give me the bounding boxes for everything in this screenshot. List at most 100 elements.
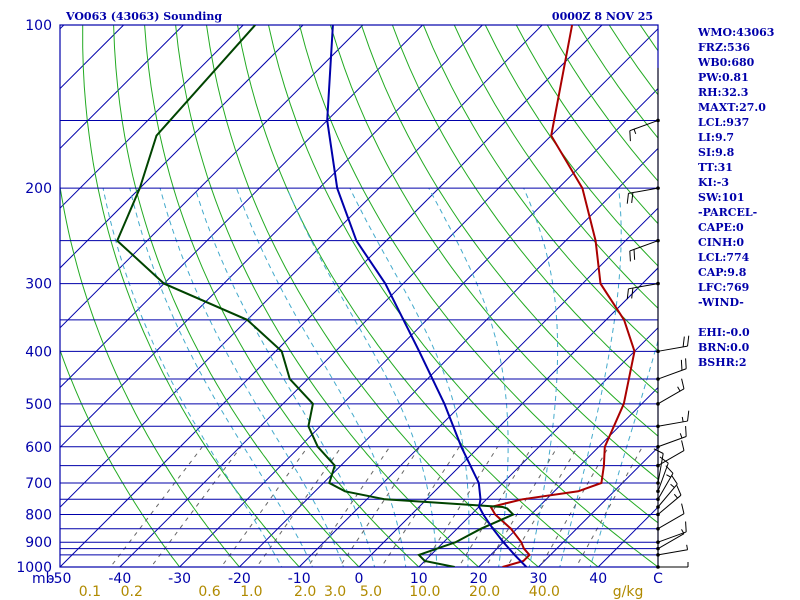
wind-barb [656,529,685,551]
mixing-ratio-line [256,446,342,567]
moist-adiabat-line [349,187,470,567]
barb-dot [656,463,660,468]
temperature-profile [489,25,636,567]
isotherm-line [239,147,658,567]
mixing-ratio-label: 2.0 [294,584,316,600]
index-line: CAP:9.8 [698,266,747,279]
index-line: RH:32.3 [698,86,748,99]
time-title: 0000Z 8 NOV 25 [552,10,653,23]
barb-half-flag [666,474,671,478]
wind-barb [626,281,660,300]
index-line: LCL:937 [698,116,749,129]
pressure-tick-label: 300 [25,277,52,293]
barb-flag [653,448,664,454]
dry-adiabat-line [391,25,658,394]
wind-barb [656,562,689,569]
dewpoint-profile [116,25,515,567]
wind-barb [656,426,687,449]
profile-clip [116,25,636,567]
temperature-tick-label: 10 [410,571,428,587]
barb-shaft [628,187,659,194]
temperature-tick-label: -40 [108,571,131,587]
moist-adiabat-line [129,188,314,567]
pressure-tick-label: 900 [25,535,52,551]
temperature-tick-label: -50 [49,571,72,587]
isotherm-line [60,25,423,389]
barb-half-flag [677,386,681,392]
index-line: SI:9.8 [698,146,735,159]
dry-adiabat-line [60,183,241,567]
isotherm-line [60,25,124,90]
barb-dot [656,497,660,502]
plot-area [60,25,658,567]
barb-flag [626,193,629,204]
moist-adiabat-line [102,188,283,567]
moist-adiabat-line [589,339,658,567]
barb-flag [685,521,687,532]
index-line: EHI:-0.0 [698,326,750,339]
station-title: VO063 (43063) Sounding [65,10,222,23]
barb-dot [656,546,660,551]
index-line: -PARCEL- [698,206,757,219]
index-line: MAXT:27.0 [698,101,766,114]
mixing-ratio-line [575,446,643,567]
moist-adiabat-line [159,188,345,567]
isotherm-line [358,267,658,567]
barb-flag [629,250,631,262]
wind-barb [656,521,687,544]
wind-barb [656,335,690,354]
barb-shaft [657,513,685,530]
barb-half-flag [633,128,637,135]
mixing-ratio-line [506,446,579,567]
moist-adiabat-line [559,188,622,567]
dry-adiabat-line [484,25,658,267]
isotherm-line [60,25,184,150]
mixing-ratio-line [150,446,242,567]
barb-half-flag [673,493,678,499]
index-line: -WIND- [698,296,744,309]
barb-dot [656,512,660,517]
index-line: FRZ:536 [698,41,750,54]
barb-dot [656,402,660,406]
wind-barb [656,456,669,494]
barb-flag [671,475,678,485]
wind-barb [626,186,660,204]
barb-dot [656,505,660,509]
barb-shaft [657,549,688,556]
mixing-ratio-label: 3.0 [324,584,346,600]
isotherm-line [538,446,658,567]
barb-shaft [657,483,678,508]
pressure-tick-label: 100 [25,18,52,34]
pressure-tick-label: 1000 [16,560,52,576]
temperature-tick-label: -10 [288,571,311,587]
dry-adiabat-line [175,25,480,567]
dry-adiabat-line [453,25,658,309]
moist-adiabat-line [236,188,407,567]
barb-half-flag [681,416,684,422]
dry-adiabat-line [299,25,658,524]
mixing-ratio-label: 10.0 [409,584,440,600]
index-line: TT:31 [698,161,733,174]
barb-shaft [657,462,669,492]
barb-shaft [657,388,685,405]
barb-shaft [657,420,688,427]
temperature-tick-label: -30 [168,571,191,587]
barb-dot [656,349,660,354]
isotherm-line [60,25,304,269]
mixing-ratio-line [307,446,391,567]
barb-flag [681,378,685,389]
barb-flag [626,288,629,300]
dry-adiabat-line [329,25,658,480]
mixing-ratio-line [220,446,309,567]
mixing-ratio-line [421,446,499,567]
mixing-ratio-label: 0.6 [198,584,220,600]
index-line: BSHR:2 [698,356,747,369]
temperature-tick-label: 30 [529,571,547,587]
temperature-tick-label: 0 [355,571,364,587]
barb-shaft [657,450,685,467]
wind-barb [656,544,689,557]
barb-dot [656,444,660,449]
barb-flag [629,130,631,142]
barb-half-flag [670,483,675,488]
